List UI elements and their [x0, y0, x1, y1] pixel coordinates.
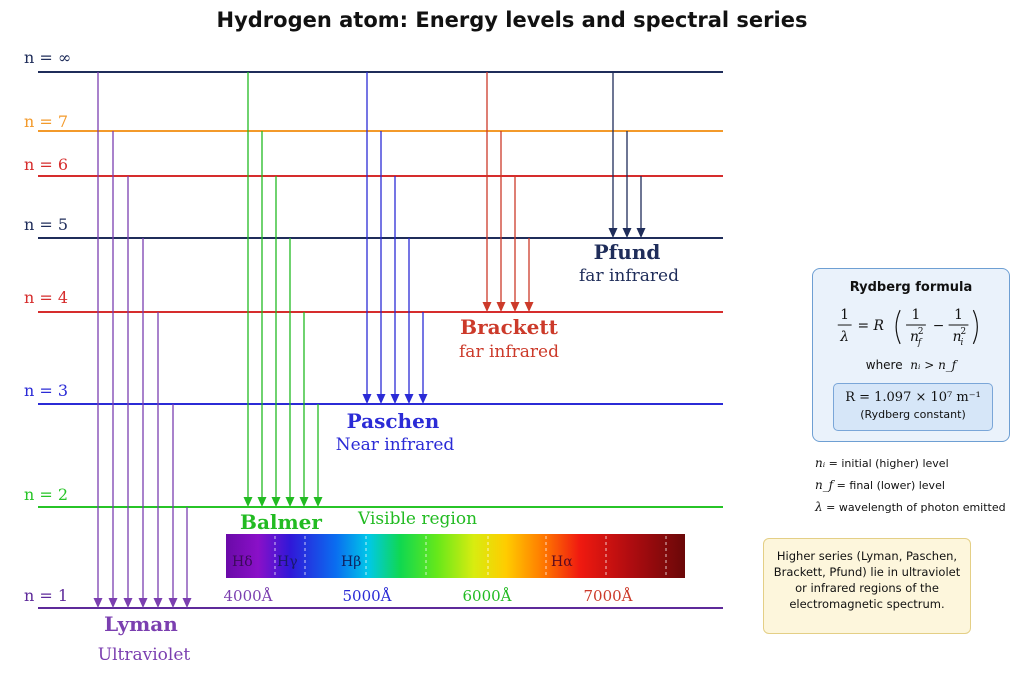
legend-row: n_f = final (lower) level [815, 477, 1020, 499]
spectral-line-label: Hβ [341, 554, 361, 570]
formula-term1-numerator: 1 [912, 307, 921, 323]
transition-arrow [153, 312, 163, 608]
transition-arrow [636, 176, 646, 238]
series-name: Paschen [347, 409, 440, 433]
transition-arrow [108, 131, 118, 608]
series-name: Pfund [594, 240, 661, 264]
transition-arrow [299, 312, 309, 507]
legend-symbol: n_f [815, 478, 834, 492]
series-region: Visible region [357, 509, 477, 529]
wavelength-tick-label: 6000Å [462, 587, 511, 605]
series-region: Near infrared [336, 435, 455, 455]
transition-arrow [622, 131, 632, 238]
wavelength-tick-label: 7000Å [583, 587, 632, 605]
wavelength-tick-label: 5000Å [342, 587, 391, 605]
transition-arrow [376, 131, 386, 404]
rydberg-formula: 1 λ = R 1 n f 2 − 1 n i 2 [837, 307, 978, 348]
rydberg-constant-label: (Rydberg constant) [860, 408, 966, 421]
rydberg-where-condition: nᵢ > n_f [910, 358, 957, 372]
transition-arrow [608, 72, 618, 238]
formula-term2-n: n [953, 329, 962, 345]
visible-spectrum-bar [226, 534, 685, 578]
series-name: Balmer [240, 510, 322, 534]
formula-equals-r: = R [858, 318, 884, 334]
spectral-line-label: Hα [551, 554, 573, 570]
formula-term1-sup: 2 [918, 327, 924, 337]
legend-row: λ = wavelength of photon emitted [815, 499, 1020, 521]
energy-level-label: n = 1 [24, 586, 68, 605]
transition-arrow [138, 238, 148, 608]
formula-term1-n: n [910, 329, 919, 345]
transition-arrow [285, 238, 295, 507]
energy-level-label: n = 4 [24, 288, 68, 307]
transition-arrow [123, 176, 133, 608]
legend-text: = wavelength of photon emitted [826, 501, 1006, 514]
energy-level-label: n = 7 [24, 112, 68, 131]
rydberg-constant: R = 1.097 × 10⁷ m⁻¹ [845, 390, 981, 405]
legend-symbol: λ [815, 500, 823, 514]
legend-row: nᵢ = initial (higher) level [815, 455, 1020, 477]
legend-symbol: nᵢ [815, 456, 826, 470]
transition-arrow [404, 238, 414, 404]
rydberg-title: Rydberg formula [849, 280, 973, 295]
formula-term2-sub: i [960, 338, 963, 348]
energy-level-label: n = 3 [24, 381, 68, 400]
transition-arrow [510, 176, 520, 312]
formula-term2-sup: 2 [960, 327, 966, 337]
energy-level-label: n = ∞ [24, 48, 71, 67]
energy-level-label: n = 6 [24, 155, 68, 174]
svg-text:n: n [953, 329, 962, 345]
formula-lhs-denominator: λ [839, 329, 849, 345]
series-region: far infrared [579, 266, 679, 286]
rydberg-formula-box: Rydberg formula 1 λ = R 1 n f 2 − 1 n i … [812, 268, 1010, 442]
series-name: Lyman [104, 612, 178, 636]
transition-arrow [482, 72, 492, 312]
higher-series-note: Higher series (Lyman, Paschen, Brackett,… [763, 538, 971, 634]
transition-arrow [257, 131, 267, 507]
legend-text: = initial (higher) level [828, 457, 949, 470]
transition-arrow [362, 72, 372, 404]
rydberg-where-word: where [865, 358, 903, 372]
formula-term2-numerator: 1 [954, 307, 963, 323]
formula-minus: − [933, 318, 945, 334]
energy-level-label: n = 2 [24, 485, 68, 504]
formula-lhs-numerator: 1 [840, 307, 849, 323]
diagram-title: Hydrogen atom: Energy levels and spectra… [216, 8, 808, 32]
series-region: Ultraviolet [98, 645, 191, 665]
transition-arrow [418, 312, 428, 404]
formula-term1-sub: f [917, 338, 923, 348]
transition-arrow [524, 238, 534, 312]
energy-level-label: n = 5 [24, 215, 68, 234]
rydberg-condition: where nᵢ > n_f [813, 358, 1009, 372]
transition-arrow [93, 72, 103, 608]
transition-arrow [243, 72, 253, 507]
transition-arrow [168, 404, 178, 608]
transition-arrow [271, 176, 281, 507]
rydberg-constant-box: R = 1.097 × 10⁷ m⁻¹ (Rydberg constant) [833, 383, 993, 431]
svg-text:n: n [910, 329, 919, 345]
transition-arrow [313, 404, 323, 507]
series-name: Brackett [460, 315, 558, 339]
transition-arrow [182, 507, 192, 608]
series-region: far infrared [459, 342, 559, 362]
wavelength-tick-label: 4000Å [223, 587, 272, 605]
transition-arrow [496, 131, 506, 312]
legend-text: = final (lower) level [836, 479, 945, 492]
symbol-legend: nᵢ = initial (higher) level n_f = final … [815, 455, 1020, 521]
spectral-line-label: Hδ [232, 554, 253, 570]
transition-arrow [390, 176, 400, 404]
spectral-line-label: Hγ [277, 554, 298, 570]
